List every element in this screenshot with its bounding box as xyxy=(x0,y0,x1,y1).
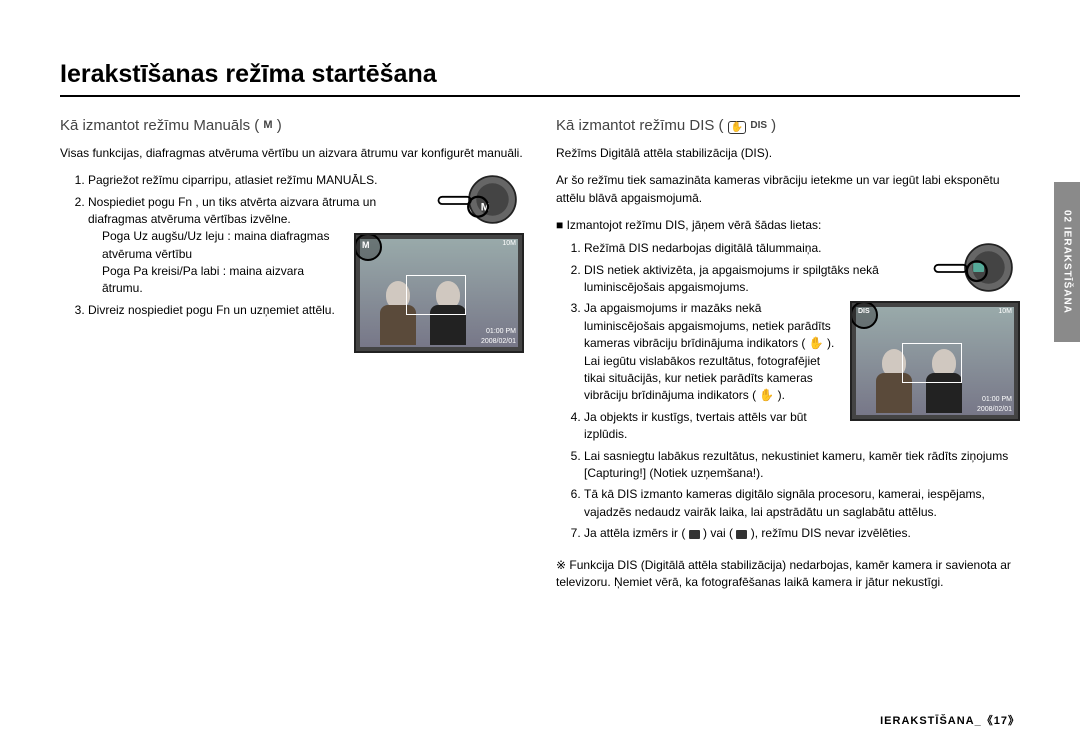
right-heading-close: ) xyxy=(767,117,776,134)
step7-b: ) vai ( xyxy=(703,526,733,540)
lcd-top-right: 10M xyxy=(502,240,516,247)
manual-page: Ierakstīšanas režīma startēšana Kā izman… xyxy=(0,0,1080,746)
right-intro2: Ar šo režīmu tiek samazināta kameras vib… xyxy=(556,172,1020,207)
content-columns: Kā izmantot režīmu Manuāls ( M ) Visas f… xyxy=(60,115,1020,591)
footer-pagenum: 17 xyxy=(994,715,1008,727)
right-subheading: Kā izmantot režīmu DIS ( ✋ DIS ) xyxy=(556,115,1020,137)
page-title: Ierakstīšanas režīma startēšana xyxy=(60,60,1020,97)
mode-dial-illustration-left: M xyxy=(434,172,524,227)
mode-m-label: M xyxy=(263,118,272,134)
size-icon xyxy=(736,530,747,539)
left-heading-text: Kā izmantot režīmu Manuāls ( xyxy=(60,117,263,134)
left-heading-close: ) xyxy=(273,117,282,134)
lcd-time: 01:00 PM xyxy=(977,395,1012,405)
page-footer: IERAKSTĪŠANA_《17》 xyxy=(880,712,1020,728)
right-bullet: ■ Izmantojot režīmu DIS, jāņem vērā šāda… xyxy=(556,217,1020,234)
step-text: Nospiediet pogu Fn , un tiks atvērta aiz… xyxy=(88,195,376,226)
list-item: Ja attēla izmērs ir ( ) vai ( ), režīmu … xyxy=(584,525,1020,542)
lcd-date: 2008/02/01 xyxy=(977,405,1012,415)
lcd-preview-left: M 10M 01:00 PM 2008/02/01 xyxy=(354,233,524,353)
step7-c: ), režīmu DIS nevar izvēlēties. xyxy=(751,526,911,540)
mode-dis-label: DIS xyxy=(750,119,767,134)
right-heading-text: Kā izmantot režīmu DIS ( xyxy=(556,117,728,134)
footer-label: IERAKSTĪŠANA_ xyxy=(880,715,982,727)
lcd-top-right: 10M xyxy=(998,308,1012,315)
list-item: Tā kā DIS izmanto kameras digitālo signā… xyxy=(584,486,1020,521)
right-intro1: Režīms Digitālā attēla stabilizācija (DI… xyxy=(556,145,1020,162)
size-icon xyxy=(689,530,700,539)
right-column: Kā izmantot režīmu DIS ( ✋ DIS ) Režīms … xyxy=(556,115,1020,591)
lcd-preview-right: DIS 10M 01:00 PM 2008/02/01 xyxy=(850,301,1020,421)
left-intro: Visas funkcijas, diafragmas atvēruma vēr… xyxy=(60,145,524,162)
section-side-tab: 02 IERAKSTĪŠANA xyxy=(1054,182,1080,342)
lcd-time: 01:00 PM xyxy=(481,327,516,337)
bullet-text: Izmantojot režīmu DIS, jāņem vērā šādas … xyxy=(567,218,822,232)
list-item: Lai sasniegtu labākus rezultātus, nekust… xyxy=(584,448,1020,483)
lcd-mode-label: DIS xyxy=(858,307,870,317)
dis-hand-icon: ✋ xyxy=(728,121,746,134)
lcd-date: 2008/02/01 xyxy=(481,337,516,347)
right-note: ※ Funkcija DIS (Digitālā attēla stabiliz… xyxy=(556,557,1020,592)
left-subheading: Kā izmantot režīmu Manuāls ( M ) xyxy=(60,115,524,137)
lcd-mode-label: M xyxy=(362,239,370,252)
left-column: Kā izmantot režīmu Manuāls ( M ) Visas f… xyxy=(60,115,524,591)
mode-dial-illustration-right xyxy=(930,240,1020,295)
step7-a: Ja attēla izmērs ir ( xyxy=(584,526,685,540)
